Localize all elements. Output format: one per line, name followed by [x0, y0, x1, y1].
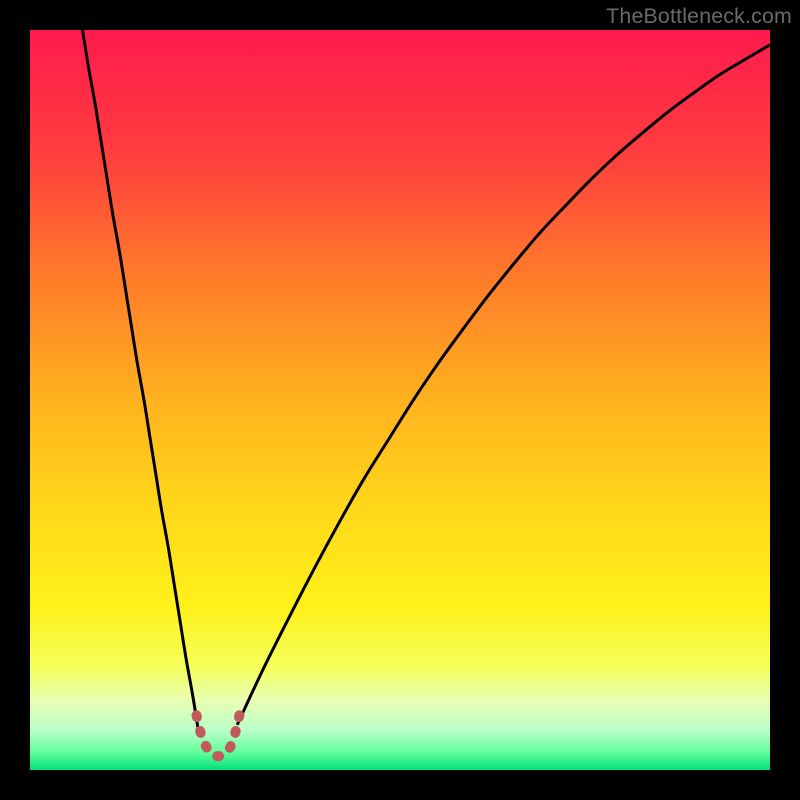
gradient-background — [30, 30, 770, 770]
plot-area — [30, 30, 770, 770]
chart-svg — [30, 30, 770, 770]
chart-stage: TheBottleneck.com — [0, 0, 800, 800]
watermark-text: TheBottleneck.com — [606, 4, 792, 29]
